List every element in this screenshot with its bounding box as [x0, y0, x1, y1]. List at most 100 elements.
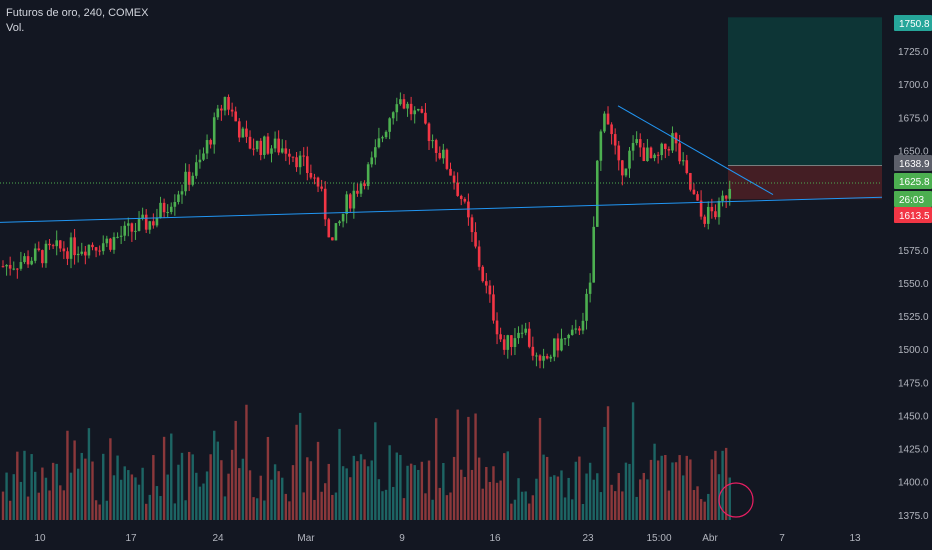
- candle-body: [696, 194, 699, 201]
- candle-body: [345, 194, 348, 214]
- candle-body: [592, 226, 595, 283]
- volume-bar: [191, 454, 194, 520]
- candle-body: [524, 328, 527, 333]
- candle-body: [116, 236, 119, 238]
- volume-bar: [692, 490, 696, 520]
- candle-body: [510, 335, 513, 347]
- candle-body: [331, 237, 334, 241]
- volume-bar: [209, 454, 212, 520]
- volume-bar: [109, 438, 112, 520]
- time-axis: 10 17 24 Mar 9 16 23 15:00 Abr 7 13: [34, 533, 861, 544]
- candle-body: [599, 131, 603, 161]
- volume-bar: [284, 493, 288, 520]
- candle-body: [520, 332, 524, 334]
- candle-body: [288, 153, 291, 157]
- volume-bar: [513, 499, 517, 520]
- volume-bar: [696, 486, 699, 520]
- candle-body: [205, 140, 209, 154]
- volume-bar: [252, 497, 255, 520]
- symbol-title[interactable]: Futuros de oro, 240, COMEX: [6, 7, 149, 19]
- candle-body: [610, 124, 613, 135]
- candle-body: [363, 183, 366, 187]
- volume-bar: [273, 464, 277, 520]
- volume-bar: [613, 491, 617, 520]
- volume-bar: [51, 462, 55, 520]
- volume-bar: [44, 477, 48, 520]
- candle-body: [488, 285, 492, 295]
- candle-body: [69, 237, 73, 259]
- volume-bar: [173, 503, 177, 520]
- volume-bar: [427, 460, 431, 520]
- volume-bar: [535, 478, 538, 520]
- volume-bar: [492, 466, 495, 520]
- volume-bar: [352, 455, 356, 520]
- candle-body: [234, 111, 237, 122]
- volume-bar: [16, 451, 19, 520]
- candle-body: [456, 182, 459, 196]
- candle-body: [581, 320, 585, 331]
- candle-body: [177, 194, 180, 202]
- countdown-price-label: 26:03: [899, 195, 924, 206]
- volume-bar: [137, 484, 141, 520]
- volume-bar: [316, 441, 320, 520]
- candle-body: [642, 147, 646, 162]
- volume-bar: [682, 475, 685, 520]
- candle-body: [180, 191, 184, 195]
- volume-bar: [69, 472, 73, 520]
- volume-bar: [238, 468, 241, 520]
- volume-indicator-label[interactable]: Vol.: [6, 22, 25, 34]
- candle-body: [44, 243, 48, 264]
- volume-bar: [520, 491, 524, 520]
- candle-body: [202, 153, 205, 160]
- volume-bar: [298, 412, 302, 520]
- candle-body: [359, 183, 363, 194]
- chart-legend: Futuros de oro, 240, COMEX Vol.: [6, 6, 148, 36]
- candle-body: [62, 248, 66, 252]
- candle-body: [416, 108, 420, 111]
- volume-bar: [80, 452, 83, 520]
- candle-body: [112, 237, 116, 250]
- candle-body: [664, 143, 667, 150]
- candle-body: [309, 172, 313, 178]
- candle-body: [506, 335, 510, 350]
- volume-bar: [599, 492, 603, 520]
- candle-body: [295, 157, 298, 168]
- candle-body: [706, 206, 710, 224]
- candle-body: [227, 97, 230, 110]
- candle-body: [649, 147, 653, 159]
- volume-bar: [434, 418, 438, 520]
- volume-bar: [689, 459, 692, 520]
- price-tick-label: 1450.0: [898, 411, 929, 422]
- candle-body: [152, 221, 155, 226]
- candle-body: [184, 171, 187, 192]
- volume-bar: [631, 402, 635, 520]
- volume-bar: [180, 452, 184, 520]
- volume-bar: [606, 406, 610, 520]
- candle-body: [84, 251, 87, 256]
- volume-bar: [91, 461, 94, 520]
- candle-body: [603, 113, 606, 132]
- candle-body: [646, 147, 649, 162]
- candle-body: [137, 218, 141, 231]
- volume-bar: [26, 496, 30, 520]
- volume-bars: [1, 402, 731, 520]
- candle-body: [560, 338, 563, 351]
- volume-bar: [553, 475, 556, 520]
- price-tick-label: 1575.0: [898, 246, 929, 257]
- volume-bar: [76, 468, 80, 520]
- volume-bar: [324, 483, 327, 520]
- volume-bar: [155, 486, 159, 520]
- candle-body: [341, 213, 345, 222]
- candle-body: [237, 121, 241, 138]
- volume-bar: [420, 461, 424, 520]
- candle-body: [248, 136, 252, 149]
- trendlines: [0, 105, 883, 223]
- candle-body: [570, 329, 574, 335]
- volume-bar: [255, 498, 259, 520]
- candle-body: [388, 118, 391, 132]
- volume-bar: [388, 445, 391, 520]
- volume-bar: [567, 477, 570, 520]
- volume-bar: [1, 491, 5, 520]
- candle-body: [449, 168, 452, 176]
